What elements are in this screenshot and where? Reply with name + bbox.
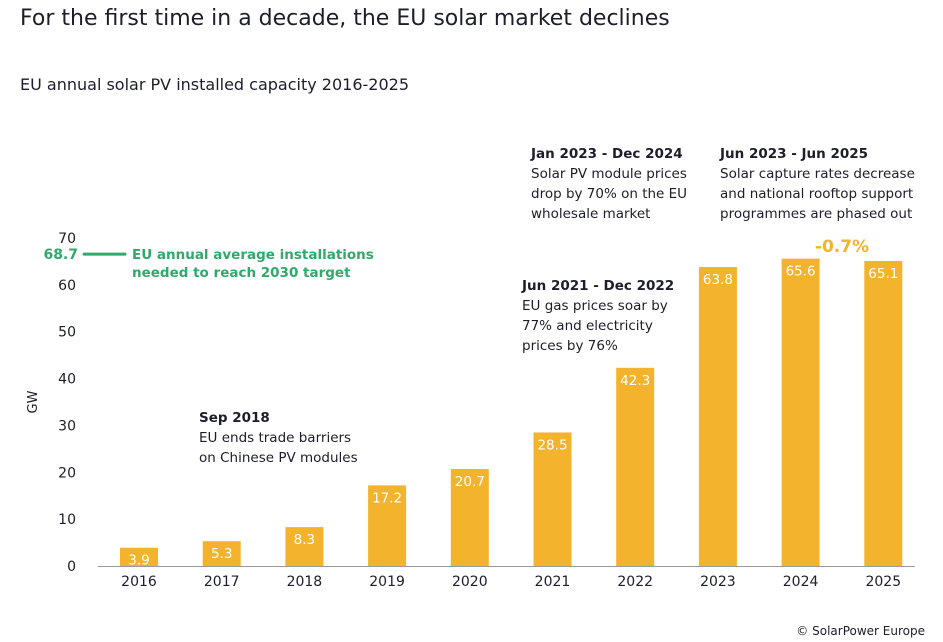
y-tick-label: 50 — [58, 325, 76, 341]
y-tick-label: 30 — [58, 418, 76, 434]
x-tick-label: 2016 — [121, 574, 157, 590]
x-tick-label: 2018 — [287, 574, 323, 590]
x-tick-label: 2024 — [783, 574, 819, 590]
target-text: needed to reach 2030 target — [132, 265, 351, 281]
chart-title: For the first time in a decade, the EU s… — [20, 6, 670, 31]
annotation-heading: Sep 2018 — [199, 410, 270, 426]
bar — [698, 267, 737, 566]
bar-value-label: 28.5 — [537, 437, 567, 453]
y-tick-label: 0 — [67, 559, 76, 575]
annotation-line: Solar PV module prices — [531, 166, 687, 182]
annotation-line: drop by 70% on the EU — [531, 186, 688, 202]
bar — [533, 432, 572, 566]
credit: © SolarPower Europe — [796, 624, 925, 638]
annotation-2023-2025: Jun 2023 - Jun 2025 Solar capture rates d… — [720, 144, 915, 224]
y-tick-label: 20 — [58, 465, 76, 481]
x-tick-label: 2022 — [617, 574, 653, 590]
bar-value-label: 8.3 — [294, 532, 315, 548]
annotation-line: prices by 76% — [522, 338, 618, 354]
annotation-heading: Jun 2023 - Jun 2025 — [720, 146, 869, 162]
annotation-line: EU ends trade barriers — [199, 430, 352, 446]
bar-value-label: 42.3 — [620, 373, 650, 389]
bar — [450, 469, 489, 566]
annotation-line: on Chinese PV modules — [199, 450, 358, 466]
x-tick-label: 2020 — [452, 574, 488, 590]
annotation-heading: Jan 2023 - Dec 2024 — [531, 146, 683, 162]
annotation-heading: Jun 2021 - Dec 2022 — [522, 278, 675, 294]
annotation-line: wholesale market — [531, 206, 651, 222]
annotation-line: Solar capture rates decrease — [720, 166, 915, 182]
annotation-2023: Jan 2023 - Dec 2024 Solar PV module price… — [531, 144, 687, 224]
bar-value-label: 65.1 — [868, 266, 898, 282]
x-tick-label: 2025 — [865, 574, 901, 590]
annotation-2018: Sep 2018 EU ends trade barriers on Chinese… — [199, 408, 358, 468]
annotation-line: 77% and electricity — [522, 318, 653, 334]
y-tick-label: 60 — [58, 278, 76, 294]
bar — [120, 547, 158, 566]
chart-subtitle: EU annual solar PV installed capacity 20… — [20, 75, 410, 94]
bar — [368, 485, 407, 566]
change-label: -0.7% — [815, 237, 869, 257]
x-tick-label: 2023 — [700, 574, 736, 590]
bar-value-label: 63.8 — [703, 272, 733, 288]
y-axis-label: GW — [26, 390, 41, 413]
x-tick-label: 2021 — [535, 574, 571, 590]
bar — [864, 260, 903, 566]
annotation-line: EU gas prices soar by — [522, 298, 668, 314]
bar — [616, 367, 655, 566]
bar-value-label: 20.7 — [455, 474, 485, 490]
annotation-2021: Jun 2021 - Dec 2022 EU gas prices soar by… — [522, 276, 674, 356]
bar-value-label: 17.2 — [372, 490, 402, 506]
target-value-label: 68.7 — [43, 247, 78, 263]
annotation-line: and national rooftop support — [720, 186, 914, 202]
annotation-line: programmes are phased out — [720, 206, 913, 222]
x-tick-label: 2017 — [204, 574, 240, 590]
x-tick-label: 2019 — [369, 574, 405, 590]
bar — [285, 527, 324, 566]
y-tick-label: 10 — [58, 512, 76, 528]
bar-value-label: 65.6 — [786, 264, 816, 280]
bar-value-label: 3.9 — [128, 553, 149, 569]
bar-value-label: 5.3 — [211, 546, 232, 562]
target-text: EU annual average installations — [132, 247, 374, 263]
y-tick-label: 70 — [58, 231, 76, 247]
y-tick-label: 40 — [58, 372, 76, 388]
bar — [781, 258, 820, 566]
bar — [202, 541, 241, 566]
